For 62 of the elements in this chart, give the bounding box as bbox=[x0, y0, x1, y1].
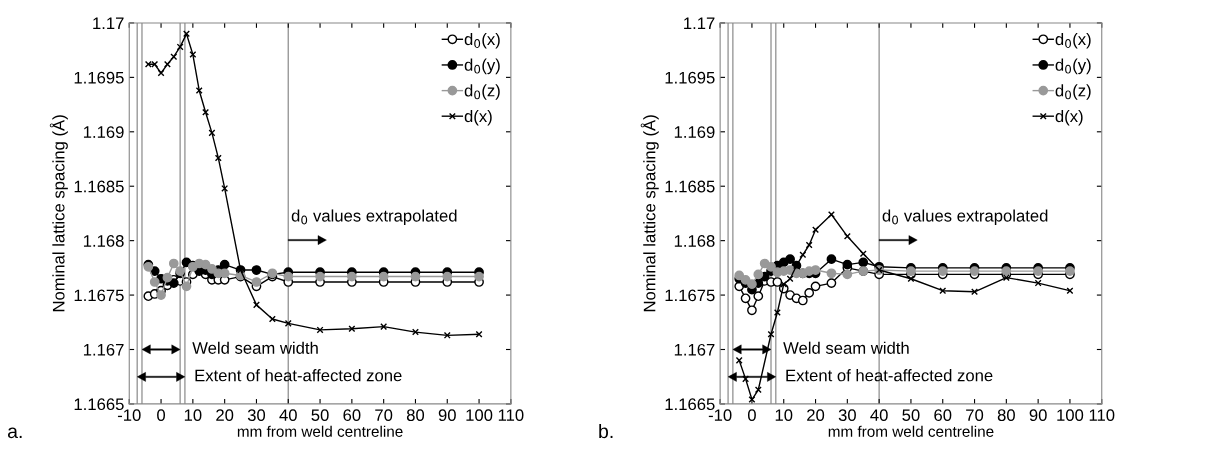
x-tick-label: 30 bbox=[838, 409, 856, 422]
y-tick-label: 1.168 bbox=[674, 235, 715, 247]
y-tick-label: 1.169 bbox=[674, 126, 715, 138]
x-tick-label: 60 bbox=[934, 409, 952, 422]
annotation: d$_{0}$ values extrapolated bbox=[882, 209, 1048, 225]
x-tick-label: 30 bbox=[247, 409, 266, 422]
x-axis-title: mm from weld centreline bbox=[828, 425, 994, 437]
x-tick-label: 70 bbox=[966, 409, 984, 422]
legend-label: d$_{0}$(y) bbox=[464, 58, 500, 75]
legend-label: d$_{0}$(y) bbox=[1055, 58, 1091, 75]
annotation: Weld seam width bbox=[783, 341, 909, 354]
annotation: d$_{0}$ values extrapolated bbox=[291, 209, 457, 225]
y-tick-label: 1.1685 bbox=[74, 180, 124, 193]
x-tick-label: 70 bbox=[375, 409, 393, 422]
y-tick-label: 1.1695 bbox=[665, 71, 715, 84]
legend-label: d(x) bbox=[1055, 109, 1083, 126]
y-tick-label: 1.1675 bbox=[665, 289, 715, 302]
x-tick-label: 80 bbox=[406, 409, 425, 422]
annotation: Extent of heat-affected zone bbox=[786, 369, 993, 382]
legend-label: d$_{0}$(z) bbox=[464, 84, 500, 100]
x-axis-title: mm from weld centreline bbox=[237, 425, 403, 437]
x-tick-label: 20 bbox=[807, 409, 825, 422]
x-tick-label: 90 bbox=[1029, 409, 1047, 422]
x-tick-label: 40 bbox=[870, 409, 888, 422]
y-tick-label: 1.169 bbox=[83, 126, 124, 138]
x-tick-label: 50 bbox=[311, 409, 329, 422]
y-tick-label: 1.1685 bbox=[665, 180, 715, 193]
y-tick-label: 1.167 bbox=[83, 343, 124, 356]
x-tick-label: 110 bbox=[1089, 409, 1115, 422]
y-tick-label: 1.1665 bbox=[665, 398, 715, 411]
legend-label: d$_{0}$(z) bbox=[1055, 84, 1091, 100]
text: b. bbox=[599, 423, 613, 439]
x-tick-label: -10 bbox=[708, 409, 732, 422]
y-axis-title: Nominal lattice spacing (Å) bbox=[49, 115, 68, 312]
x-tick-label: 100 bbox=[466, 409, 493, 422]
annotation: Weld seam width bbox=[192, 341, 318, 354]
y-tick-label: 1.1665 bbox=[74, 398, 124, 411]
x-tick-label: 90 bbox=[438, 409, 456, 422]
x-tick-label: 10 bbox=[184, 409, 202, 422]
x-tick-label: 0 bbox=[747, 409, 756, 422]
annotation: Extent of heat-affected zone bbox=[195, 369, 402, 382]
y-tick-label: 1.17 bbox=[684, 17, 715, 29]
x-tick-label: 50 bbox=[902, 409, 920, 422]
y-tick-label: 1.1675 bbox=[74, 289, 124, 302]
y-tick-label: 1.1695 bbox=[74, 71, 124, 84]
y-tick-label: 1.167 bbox=[674, 343, 715, 356]
x-tick-label: 10 bbox=[775, 409, 793, 422]
text: a. bbox=[7, 427, 22, 439]
y-tick-label: 1.168 bbox=[83, 235, 124, 247]
x-tick-label: 60 bbox=[343, 409, 361, 422]
x-tick-label: 110 bbox=[498, 409, 524, 422]
x-tick-label: 100 bbox=[1057, 409, 1084, 422]
x-tick-label: 40 bbox=[279, 409, 297, 422]
x-tick-label: -10 bbox=[117, 409, 141, 422]
y-axis-title: Nominal lattice spacing (Å) bbox=[640, 115, 659, 312]
x-tick-label: 80 bbox=[997, 409, 1015, 422]
legend-label: d$_{0}$(x) bbox=[464, 32, 500, 49]
legend-label: d$_{0}$(x) bbox=[1055, 32, 1091, 49]
x-tick-label: 20 bbox=[216, 409, 234, 422]
x-tick-label: 0 bbox=[157, 409, 166, 422]
y-tick-label: 1.17 bbox=[93, 17, 124, 29]
legend-label: d(x) bbox=[464, 109, 492, 126]
